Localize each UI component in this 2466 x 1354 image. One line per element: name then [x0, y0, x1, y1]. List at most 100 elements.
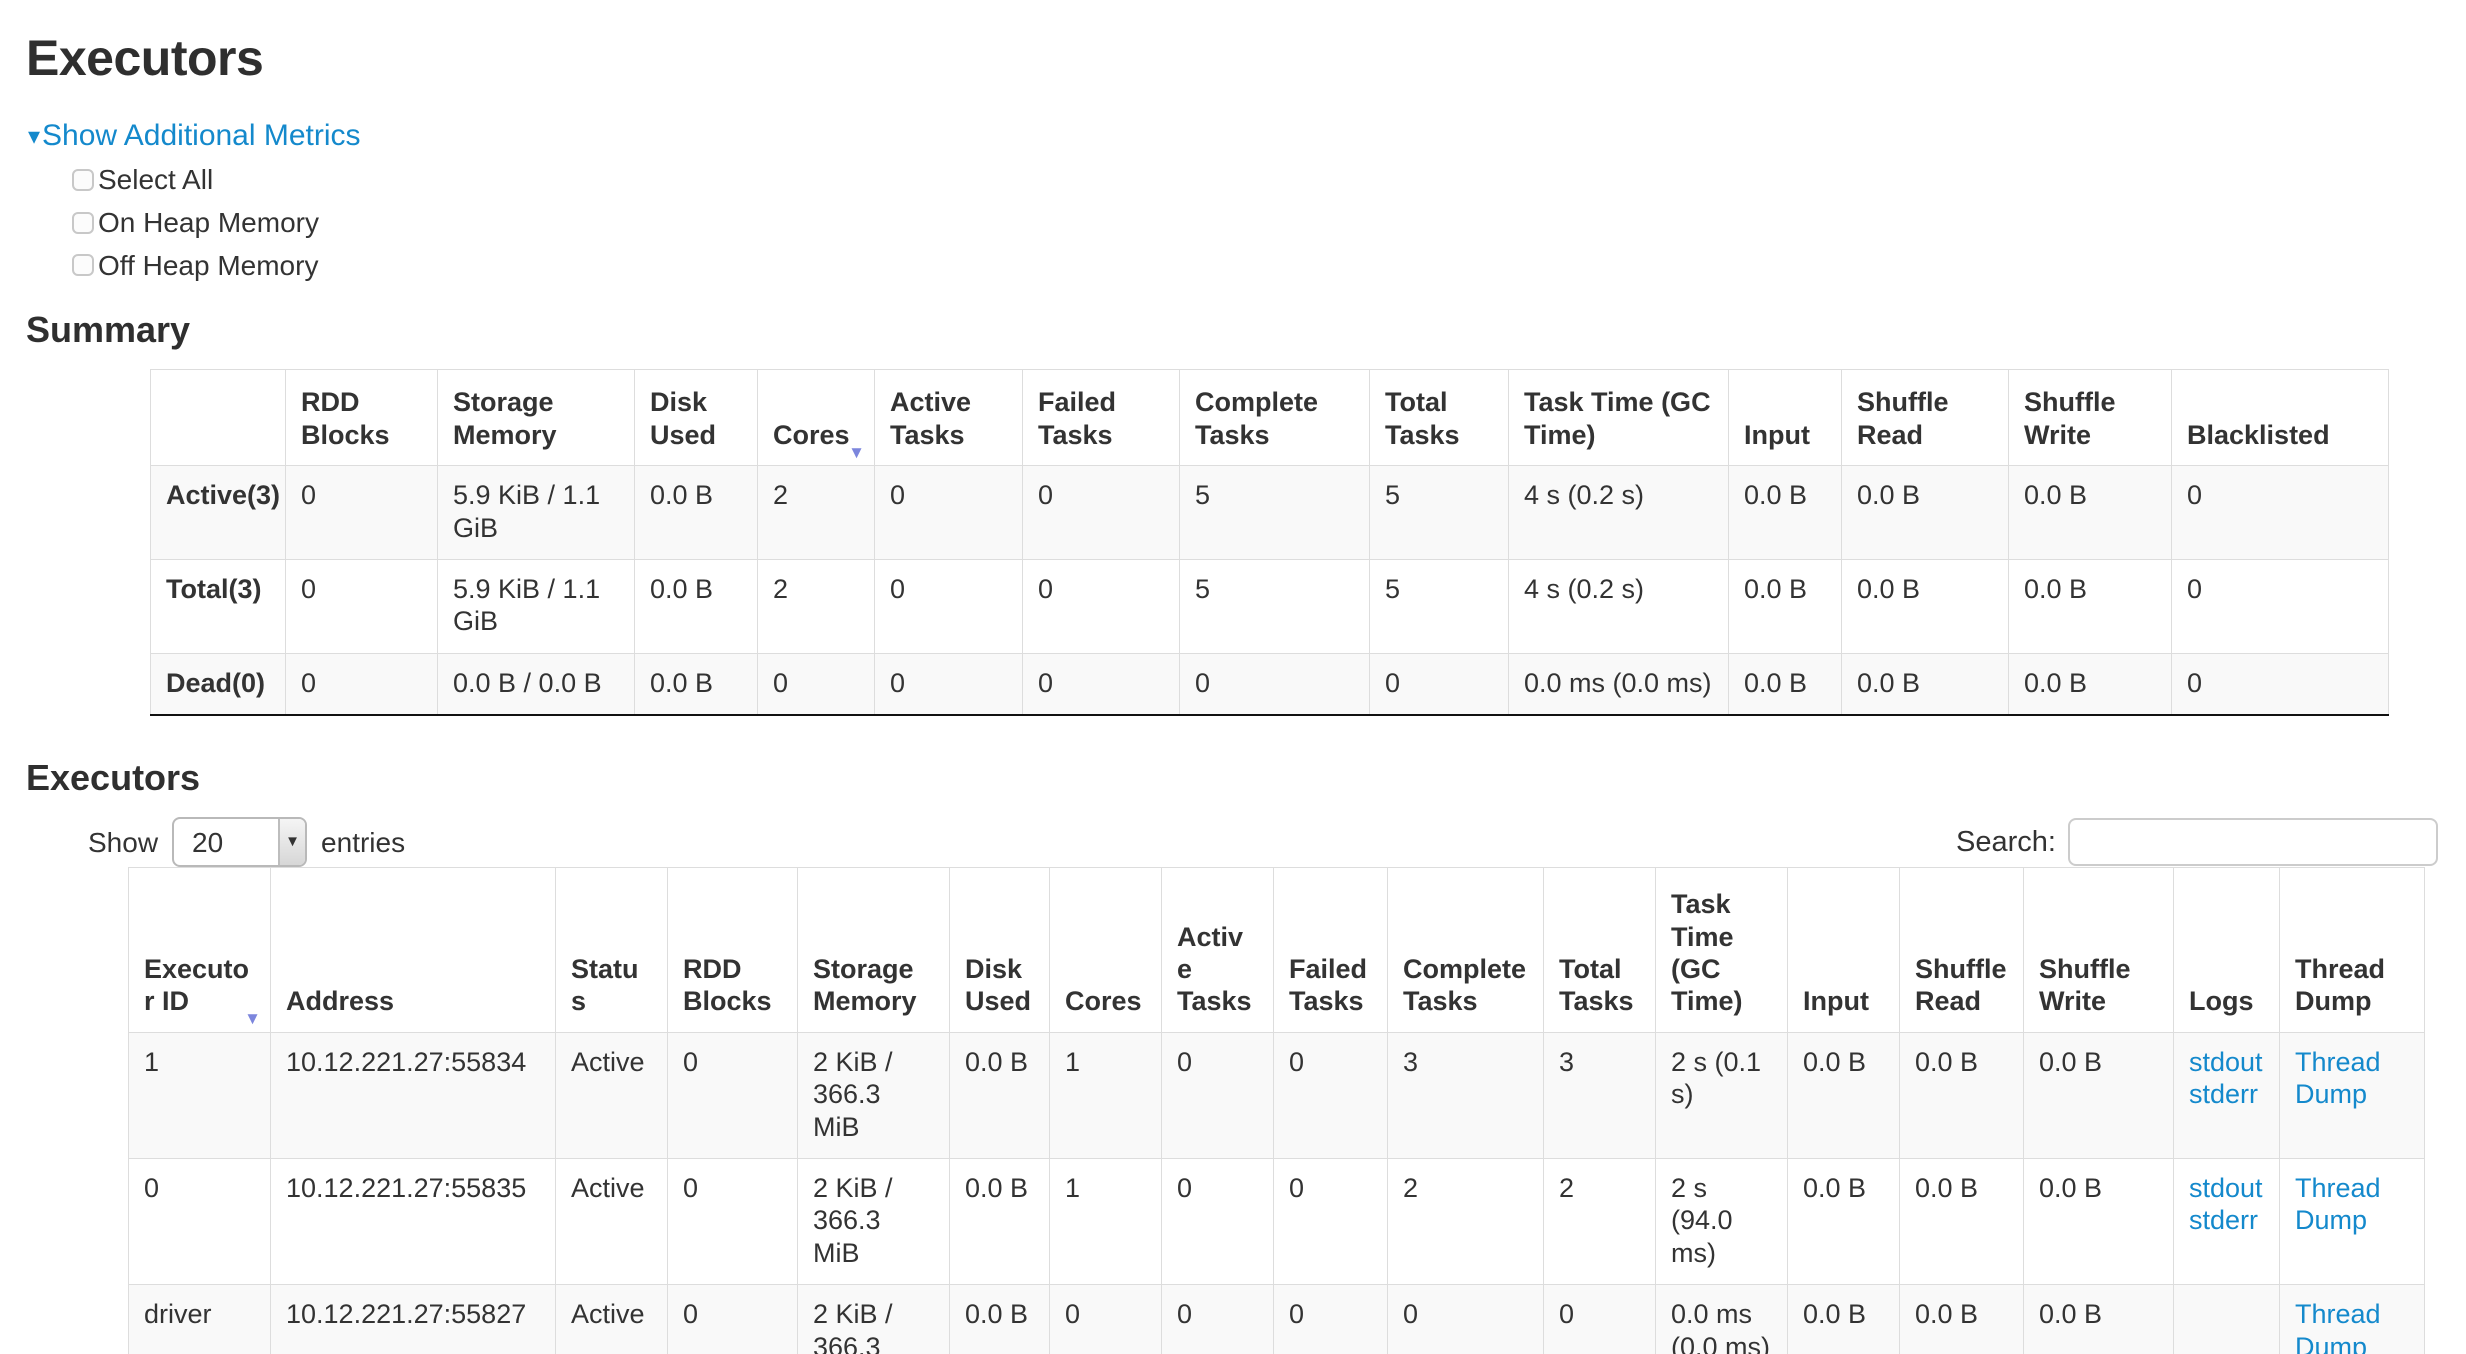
cell: 0.0 B [1787, 1284, 1900, 1354]
cell: 0.0 B [2008, 465, 2172, 560]
cell: 0.0 B [634, 652, 758, 716]
executors-heading: Executors [26, 757, 201, 799]
col-header-storage-memory[interactable]: Storage Memory [797, 867, 950, 1033]
col-header-cores[interactable]: Cores ▼ [757, 369, 875, 467]
show-label: Show [88, 826, 159, 858]
select-all-checkbox[interactable] [72, 169, 94, 192]
cell: 3 [1387, 1031, 1544, 1160]
col-header-blank [150, 369, 286, 467]
cell-thread-dump: Thread Dump [2279, 1158, 2425, 1286]
cell: 0.0 B [2023, 1284, 2174, 1354]
summary-table: RDD Blocks Storage Memory Disk Used Core… [150, 369, 2389, 717]
col-header-input[interactable]: Input [1728, 369, 1842, 467]
col-header-cores[interactable]: Cores [1049, 867, 1162, 1033]
cell: 0.0 B [1787, 1158, 1900, 1286]
metric-label: Off Heap Memory [98, 249, 319, 281]
cell: 2 s (0.1 s) [1655, 1031, 1788, 1160]
cell: 0.0 B [634, 465, 758, 560]
cell: 0.0 B [1787, 1031, 1900, 1160]
cell: 0.0 ms (0.0 ms) [1655, 1284, 1788, 1354]
cell: 0 [2171, 652, 2389, 716]
col-header-thread-dump[interactable]: Thread Dump [2279, 867, 2425, 1033]
cell: 5 [1179, 465, 1370, 560]
col-header-total-tasks[interactable]: Total Tasks [1543, 867, 1656, 1033]
thread-dump-link[interactable]: Thread Dump [2295, 1046, 2381, 1110]
col-header-status[interactable]: Status [555, 867, 668, 1033]
col-header-task-time[interactable]: Task Time (GC Time) [1655, 867, 1788, 1033]
cell: 0 [1273, 1284, 1388, 1354]
cell: 0 [2171, 465, 2389, 560]
col-header-executor-id[interactable]: Executor ID ▼ [128, 867, 271, 1033]
stdout-link[interactable]: stdout [2189, 1173, 2263, 1204]
cell: 0 [874, 558, 1023, 654]
table-controls: Show 20 ▼ entries Search: [26, 817, 2440, 868]
col-header-shuffle-read[interactable]: Shuffle Read [1899, 867, 2024, 1033]
col-header-rdd-blocks[interactable]: RDD Blocks [667, 867, 798, 1033]
thread-dump-link[interactable]: Thread Dump [2295, 1299, 2381, 1354]
col-header-active-tasks[interactable]: Active Tasks [874, 369, 1023, 467]
off-heap-memory-checkbox[interactable] [72, 254, 94, 277]
cell-executor-id: 1 [128, 1031, 271, 1160]
cell: 0.0 B [1841, 465, 2009, 560]
col-header-address[interactable]: Address [270, 867, 556, 1033]
cell-executor-id: 0 [128, 1158, 271, 1286]
col-header-disk-used[interactable]: Disk Used [634, 369, 758, 467]
cell-logs [2173, 1284, 2280, 1354]
metric-item-on-heap-memory[interactable]: On Heap Memory [72, 206, 2440, 240]
stdout-link[interactable]: stdout [2189, 1046, 2263, 1077]
cell: 0 [285, 465, 438, 560]
cell-address: 10.12.221.27:55834 [270, 1031, 556, 1160]
cell-logs: stdout stderr [2173, 1158, 2280, 1286]
col-header-complete-tasks[interactable]: Complete Tasks [1179, 369, 1370, 467]
col-header-logs[interactable]: Logs [2173, 867, 2280, 1033]
col-header-cores-label: Cores [773, 419, 850, 450]
col-header-shuffle-read[interactable]: Shuffle Read [1841, 369, 2009, 467]
cell: 0.0 B [1841, 652, 2009, 716]
col-header-shuffle-write[interactable]: Shuffle Write [2023, 867, 2174, 1033]
col-header-input[interactable]: Input [1787, 867, 1900, 1033]
col-header-blacklisted[interactable]: Blacklisted [2171, 369, 2389, 467]
cell: 0.0 B [1841, 558, 2009, 654]
cell: 2 [1387, 1158, 1544, 1286]
cell: 0 [1273, 1158, 1388, 1286]
search-input[interactable] [2068, 818, 2438, 867]
summary-row-total: Total(3) 0 5.9 KiB / 1.1 GiB 0.0 B 2 0 0… [150, 558, 2389, 654]
cell: 0 [1273, 1031, 1388, 1160]
cell: 0.0 B [949, 1158, 1050, 1286]
stderr-link[interactable]: stderr [2189, 1205, 2259, 1236]
row-label: Dead(0) [150, 652, 286, 716]
metric-label: Select All [98, 164, 214, 196]
col-header-task-time[interactable]: Task Time (GC Time) [1508, 369, 1729, 467]
page-size-select[interactable]: 20 ▼ [172, 817, 308, 868]
cell-address: 10.12.221.27:55835 [270, 1158, 556, 1286]
cell: 3 [1543, 1031, 1656, 1160]
stderr-link[interactable]: stderr [2189, 1079, 2259, 1110]
col-header-failed-tasks[interactable]: Failed Tasks [1273, 867, 1388, 1033]
expand-arrow-icon: ▾ [28, 123, 41, 150]
col-header-complete-tasks[interactable]: Complete Tasks [1387, 867, 1544, 1033]
col-header-failed-tasks[interactable]: Failed Tasks [1022, 369, 1180, 467]
cell: 0.0 B [1899, 1031, 2024, 1160]
chevron-down-icon: ▼ [278, 819, 306, 866]
col-header-rdd-blocks[interactable]: RDD Blocks [285, 369, 438, 467]
metric-item-off-heap-memory[interactable]: Off Heap Memory [72, 249, 2440, 283]
cell: 5 [1179, 558, 1370, 654]
cell-status: Active [555, 1284, 668, 1354]
show-additional-metrics-toggle[interactable]: ▾ Show Additional Metrics [28, 118, 361, 154]
col-header-disk-used[interactable]: Disk Used [949, 867, 1050, 1033]
cell: 0 [1049, 1284, 1162, 1354]
cell: 2 KiB / 366.3 MiB [797, 1031, 950, 1160]
on-heap-memory-checkbox[interactable] [72, 211, 94, 234]
col-header-shuffle-write[interactable]: Shuffle Write [2008, 369, 2172, 467]
thread-dump-link[interactable]: Thread Dump [2295, 1173, 2381, 1236]
cell: 0.0 B [949, 1284, 1050, 1354]
col-header-storage-memory[interactable]: Storage Memory [437, 369, 635, 467]
executors-header-row: Executor ID ▼ Address Status RDD Blocks … [128, 867, 2425, 1033]
row-label: Total(3) [150, 558, 286, 654]
col-header-total-tasks[interactable]: Total Tasks [1369, 369, 1509, 467]
cell: 0.0 B [1899, 1158, 2024, 1286]
metric-item-select-all[interactable]: Select All [72, 163, 2440, 197]
col-header-active-tasks[interactable]: Active Tasks [1161, 867, 1274, 1033]
cell: 0 [757, 652, 875, 716]
